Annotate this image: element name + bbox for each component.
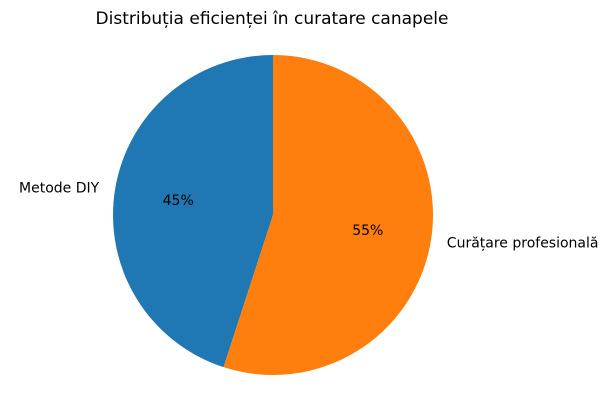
pct-label-metode-diy: 45% [163, 193, 194, 209]
category-label-metode-diy: Metode DIY [19, 181, 100, 197]
pie-slices-group [112, 54, 433, 375]
pie-slice-curatare-profesionala [223, 55, 433, 375]
pie-labels-group: 45% Metode DIY 55% Curățare profesională [19, 181, 598, 252]
pct-label-curatare-profesionala: 55% [352, 223, 383, 239]
chart-title: Distribuția eficienței în curatare canap… [96, 9, 449, 29]
category-label-curatare-profesionala: Curățare profesională [447, 236, 599, 252]
pie-slice-metode-diy [112, 54, 274, 368]
